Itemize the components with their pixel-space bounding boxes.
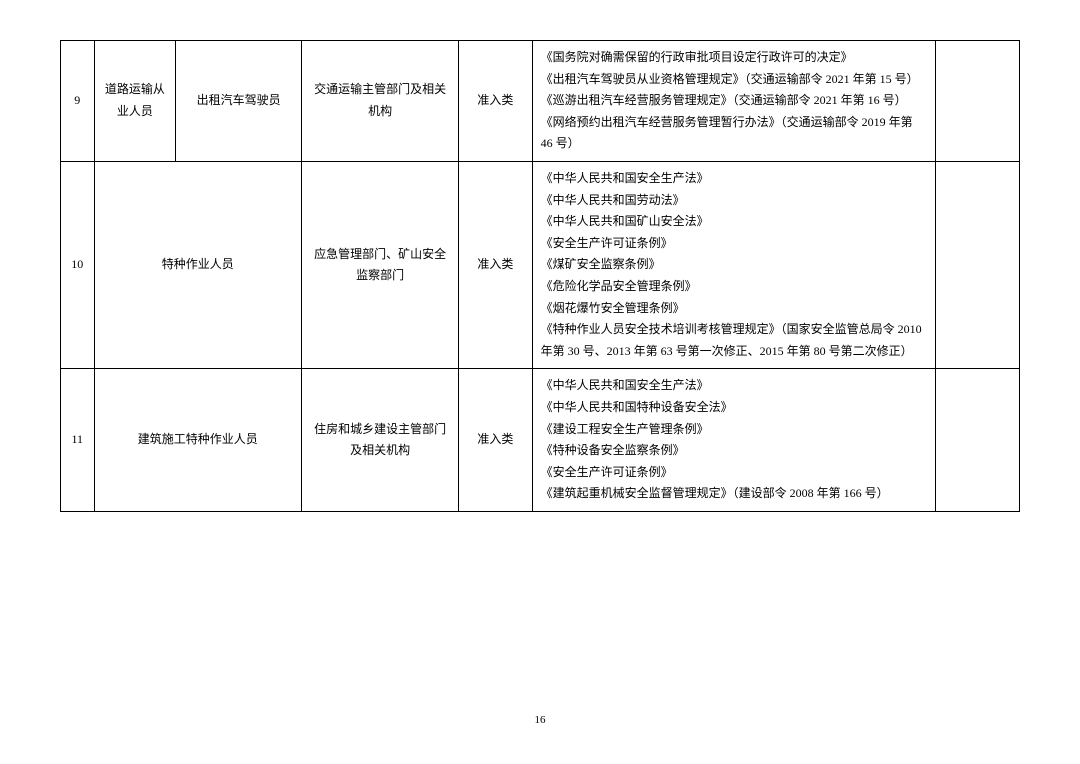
cell-department: 应急管理部门、矿山安全监察部门 — [302, 161, 459, 368]
cell-number: 11 — [61, 369, 95, 512]
cell-department: 住房和城乡建设主管部门及相关机构 — [302, 369, 459, 512]
cell-type: 准入类 — [459, 369, 532, 512]
cell-job-merged: 建筑施工特种作业人员 — [94, 369, 302, 512]
cell-type: 准入类 — [459, 161, 532, 368]
document-page: 9 道路运输从业人员 出租汽车驾驶员 交通运输主管部门及相关机构 准入类 《国务… — [0, 0, 1080, 572]
cell-number: 9 — [61, 41, 95, 162]
cell-category: 道路运输从业人员 — [94, 41, 176, 162]
cell-job: 出租汽车驾驶员 — [176, 41, 302, 162]
regulation-table: 9 道路运输从业人员 出租汽车驾驶员 交通运输主管部门及相关机构 准入类 《国务… — [60, 40, 1020, 512]
table-row: 10 特种作业人员 应急管理部门、矿山安全监察部门 准入类 《中华人民共和国安全… — [61, 161, 1020, 368]
table-row: 11 建筑施工特种作业人员 住房和城乡建设主管部门及相关机构 准入类 《中华人民… — [61, 369, 1020, 512]
cell-basis: 《国务院对确需保留的行政审批项目设定行政许可的决定》《出租汽车驾驶员从业资格管理… — [532, 41, 936, 162]
page-number: 16 — [0, 714, 1080, 726]
cell-basis: 《中华人民共和国安全生产法》《中华人民共和国劳动法》《中华人民共和国矿山安全法》… — [532, 161, 936, 368]
cell-note — [936, 369, 1020, 512]
cell-number: 10 — [61, 161, 95, 368]
cell-department: 交通运输主管部门及相关机构 — [302, 41, 459, 162]
cell-basis: 《中华人民共和国安全生产法》《中华人民共和国特种设备安全法》《建设工程安全生产管… — [532, 369, 936, 512]
cell-note — [936, 161, 1020, 368]
table-row: 9 道路运输从业人员 出租汽车驾驶员 交通运输主管部门及相关机构 准入类 《国务… — [61, 41, 1020, 162]
cell-note — [936, 41, 1020, 162]
cell-job-merged: 特种作业人员 — [94, 161, 302, 368]
cell-type: 准入类 — [459, 41, 532, 162]
